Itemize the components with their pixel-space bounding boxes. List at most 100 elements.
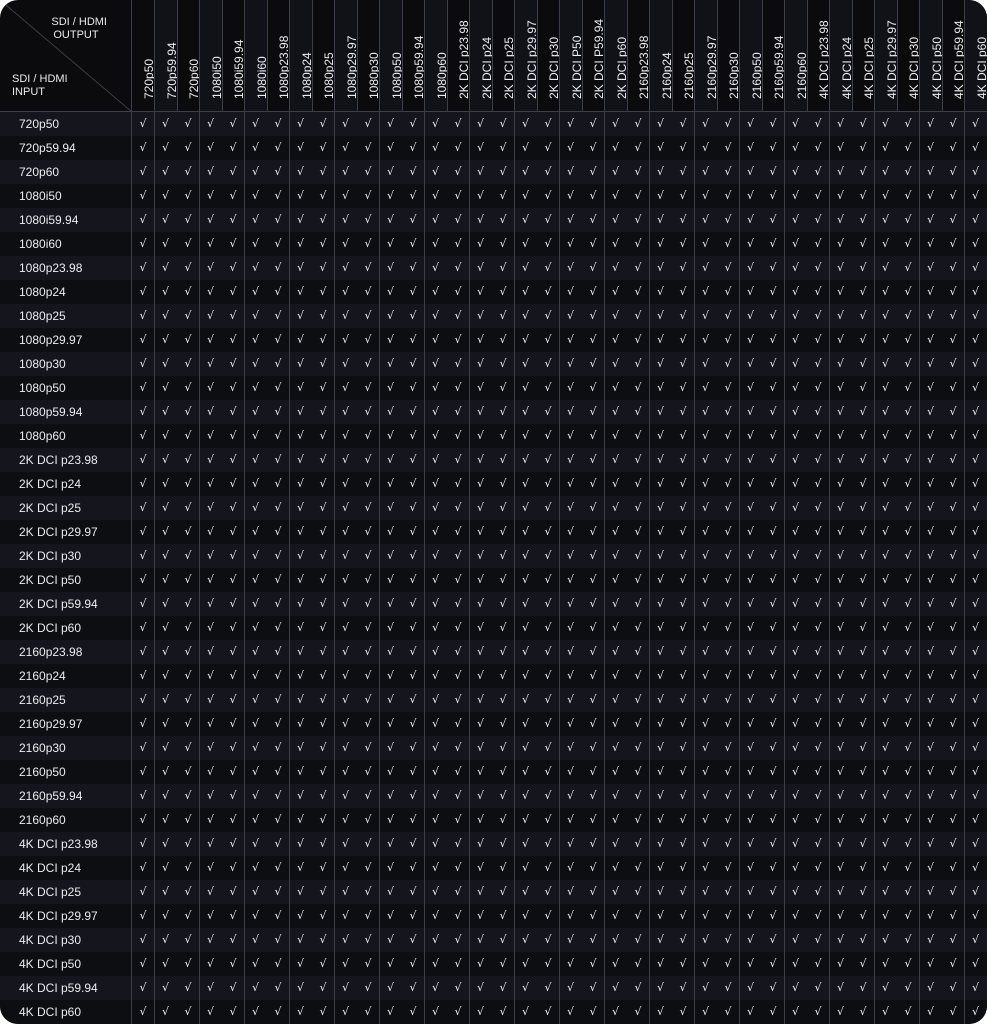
check-mark-cell: √ <box>739 640 763 665</box>
check-mark-cell: √ <box>762 880 785 905</box>
check-mark-cell: √ <box>334 520 358 545</box>
check-mark-cell: √ <box>447 688 470 713</box>
check-mark-cell: √ <box>762 856 785 881</box>
check-mark-cell: √ <box>424 1000 448 1024</box>
check-mark-cell: √ <box>177 976 200 1001</box>
check-mark-cell: √ <box>942 232 965 257</box>
check-mark-cell: √ <box>492 304 515 329</box>
check-mark-cell: √ <box>604 688 628 713</box>
check-mark-cell: √ <box>199 280 223 305</box>
check-mark-cell: √ <box>312 304 335 329</box>
check-mark-cell: √ <box>672 832 695 857</box>
check-mark-cell: √ <box>852 256 875 281</box>
input-row-header: 1080i50 <box>0 184 132 209</box>
output-column-header: 1080p60 <box>424 0 448 112</box>
check-mark-cell: √ <box>244 448 268 473</box>
check-mark-cell: √ <box>874 952 898 977</box>
check-mark-cell: √ <box>177 520 200 545</box>
check-mark-cell: √ <box>694 640 718 665</box>
check-mark-cell: √ <box>424 952 448 977</box>
check-mark-cell: √ <box>559 616 583 641</box>
check-mark-cell: √ <box>199 640 223 665</box>
check-mark-cell: √ <box>469 856 493 881</box>
output-column-header: 4K DCI p25 <box>852 0 875 112</box>
check-mark-cell: √ <box>694 232 718 257</box>
check-mark-cell: √ <box>132 856 155 881</box>
check-mark-cell: √ <box>537 160 560 185</box>
check-mark-cell: √ <box>762 712 785 737</box>
input-axis-label: SDI / HDMI INPUT <box>12 73 68 99</box>
check-mark-cell: √ <box>244 112 268 137</box>
check-mark-cell: √ <box>514 376 538 401</box>
output-format-label: 1080p59.94 <box>412 35 425 99</box>
check-mark-cell: √ <box>312 160 335 185</box>
check-mark-cell: √ <box>649 544 673 569</box>
input-row-header: 2K DCI p59.94 <box>0 592 132 617</box>
check-mark-cell: √ <box>177 448 200 473</box>
check-mark-cell: √ <box>357 616 380 641</box>
check-mark-cell: √ <box>469 160 493 185</box>
check-mark-cell: √ <box>762 424 785 449</box>
check-mark-cell: √ <box>964 784 987 809</box>
check-mark-cell: √ <box>784 904 808 929</box>
check-mark-cell: √ <box>942 304 965 329</box>
check-mark-cell: √ <box>379 688 403 713</box>
input-row-header: 1080p25 <box>0 304 132 329</box>
check-mark-cell: √ <box>312 232 335 257</box>
check-mark-cell: √ <box>717 544 740 569</box>
check-mark-cell: √ <box>492 688 515 713</box>
check-mark-cell: √ <box>537 208 560 233</box>
check-mark-cell: √ <box>154 976 178 1001</box>
check-mark-cell: √ <box>222 736 245 761</box>
check-mark-cell: √ <box>402 592 425 617</box>
check-mark-cell: √ <box>829 904 853 929</box>
check-mark-cell: √ <box>334 280 358 305</box>
check-mark-cell: √ <box>604 352 628 377</box>
check-mark-cell: √ <box>874 856 898 881</box>
check-mark-cell: √ <box>762 1000 785 1024</box>
check-mark-cell: √ <box>627 496 650 521</box>
check-mark-cell: √ <box>919 832 943 857</box>
check-mark-cell: √ <box>739 880 763 905</box>
check-mark-cell: √ <box>559 880 583 905</box>
output-format-label: 2K DCI p60 <box>614 36 628 99</box>
check-mark-cell: √ <box>942 688 965 713</box>
check-mark-cell: √ <box>514 304 538 329</box>
check-mark-cell: √ <box>852 832 875 857</box>
check-mark-cell: √ <box>942 184 965 209</box>
check-mark-cell: √ <box>357 208 380 233</box>
check-mark-cell: √ <box>424 544 448 569</box>
check-mark-cell: √ <box>717 784 740 809</box>
check-mark-cell: √ <box>874 424 898 449</box>
check-mark-cell: √ <box>942 376 965 401</box>
check-mark-cell: √ <box>604 112 628 137</box>
check-mark-cell: √ <box>919 616 943 641</box>
check-mark-cell: √ <box>897 280 920 305</box>
check-mark-cell: √ <box>132 160 155 185</box>
check-mark-cell: √ <box>514 1000 538 1024</box>
output-column-header: 1080i60 <box>244 0 268 112</box>
check-mark-cell: √ <box>897 784 920 809</box>
input-row-header: 2K DCI p23.98 <box>0 448 132 473</box>
check-mark-cell: √ <box>402 520 425 545</box>
check-mark-cell: √ <box>717 376 740 401</box>
check-mark-cell: √ <box>694 376 718 401</box>
check-mark-cell: √ <box>402 904 425 929</box>
check-mark-cell: √ <box>447 832 470 857</box>
check-mark-cell: √ <box>739 568 763 593</box>
check-mark-cell: √ <box>492 280 515 305</box>
check-mark-cell: √ <box>897 328 920 353</box>
check-mark-cell: √ <box>604 136 628 161</box>
check-mark-cell: √ <box>717 136 740 161</box>
check-mark-cell: √ <box>312 256 335 281</box>
check-mark-cell: √ <box>379 376 403 401</box>
check-mark-cell: √ <box>492 544 515 569</box>
check-mark-cell: √ <box>829 784 853 809</box>
check-mark-cell: √ <box>357 904 380 929</box>
check-mark-cell: √ <box>964 112 987 137</box>
check-mark-cell: √ <box>807 256 830 281</box>
check-mark-cell: √ <box>672 976 695 1001</box>
check-mark-cell: √ <box>807 664 830 689</box>
check-mark-cell: √ <box>739 904 763 929</box>
